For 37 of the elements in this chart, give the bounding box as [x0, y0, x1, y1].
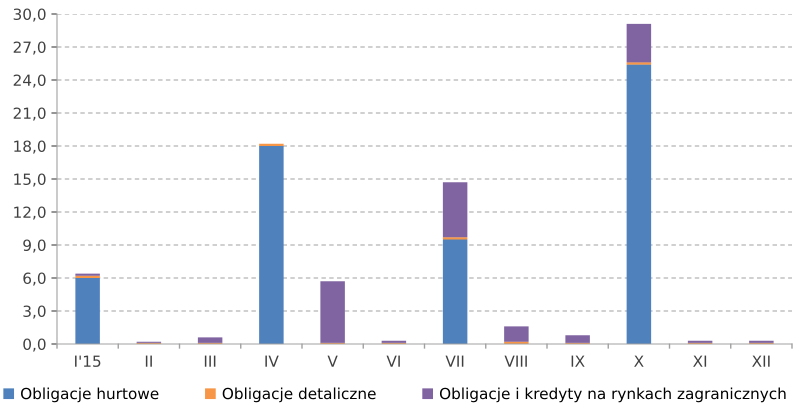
- bar: [442, 182, 468, 238]
- y-tick-label: 6,0: [23, 272, 46, 286]
- x-tick-label: VII: [446, 356, 464, 367]
- x-tick-label: XII: [752, 356, 770, 367]
- y-tick-label: 27,0: [14, 41, 46, 55]
- y-tick-label: 3,0: [23, 305, 46, 319]
- x-tick-label: II: [146, 356, 152, 367]
- bar: [198, 337, 222, 343]
- y-tick-label: 0,0: [23, 338, 46, 352]
- y-tick-label: 24,0: [14, 74, 46, 88]
- y-tick-label: 30,0: [14, 8, 46, 22]
- bar: [320, 281, 345, 343]
- x-tick-label: X: [634, 356, 644, 367]
- x-tick-label: IV: [265, 356, 279, 367]
- legend-label: Obligacje hurtowe: [21, 387, 158, 402]
- y-tick-label: 15,0: [14, 173, 46, 187]
- bar: [626, 62, 652, 65]
- bar: [626, 64, 652, 344]
- bar: [442, 240, 468, 344]
- x-tick-label: III: [204, 356, 216, 367]
- bar: [504, 326, 529, 342]
- bar: [626, 24, 652, 62]
- legend-label: Obligacje i kredyty na rynkach zagranicznych: [440, 387, 786, 402]
- x-tick-label: XI: [693, 356, 706, 367]
- x-tick-label: IX: [572, 356, 585, 367]
- y-tick-label: 18,0: [14, 140, 46, 154]
- bar: [259, 146, 284, 344]
- bar: [75, 278, 100, 344]
- legend-label: Obligacje detaliczne: [222, 387, 376, 402]
- bar: [565, 335, 590, 343]
- x-tick-label: VI: [386, 356, 400, 367]
- y-tick-label: 9,0: [23, 239, 46, 253]
- y-tick-label: 21,0: [14, 107, 46, 121]
- x-tick-label: V: [328, 356, 338, 367]
- y-tick-label: 12,0: [14, 206, 46, 220]
- x-tick-label: I'15: [75, 356, 100, 367]
- x-tick-label: VIII: [504, 356, 527, 367]
